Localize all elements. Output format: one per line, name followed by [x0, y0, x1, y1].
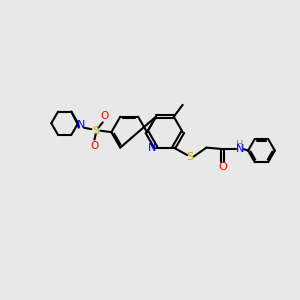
Text: N: N: [236, 144, 244, 154]
Text: N: N: [148, 142, 156, 153]
Text: O: O: [218, 162, 227, 172]
Text: S: S: [92, 126, 100, 136]
Text: O: O: [90, 140, 98, 151]
Text: H: H: [236, 140, 243, 150]
Text: N: N: [77, 120, 85, 130]
Text: S: S: [187, 152, 194, 161]
Text: O: O: [100, 111, 108, 121]
